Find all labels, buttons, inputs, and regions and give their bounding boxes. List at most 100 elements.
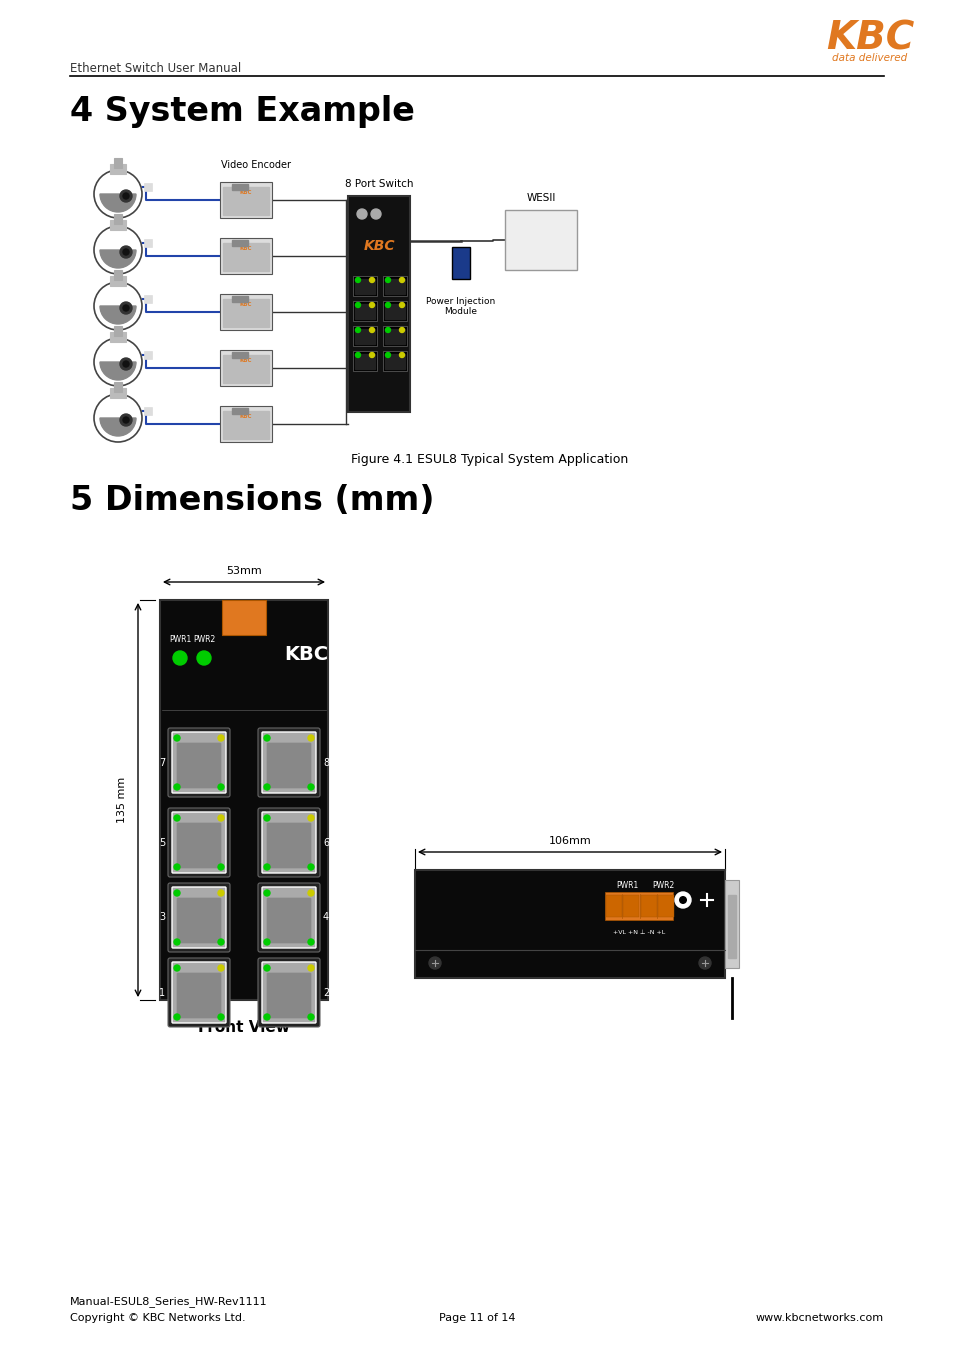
Bar xyxy=(110,332,126,342)
Circle shape xyxy=(94,394,142,441)
Circle shape xyxy=(120,190,132,202)
Circle shape xyxy=(173,1014,180,1021)
Wedge shape xyxy=(100,306,136,324)
Text: Front View: Front View xyxy=(198,1021,290,1035)
FancyBboxPatch shape xyxy=(267,898,311,944)
FancyBboxPatch shape xyxy=(267,973,311,1018)
Circle shape xyxy=(218,784,224,790)
FancyBboxPatch shape xyxy=(262,963,315,1023)
FancyBboxPatch shape xyxy=(172,811,226,873)
Circle shape xyxy=(120,302,132,315)
Bar xyxy=(144,351,152,359)
Bar xyxy=(504,211,577,270)
Text: KBC: KBC xyxy=(825,19,913,57)
Bar xyxy=(353,275,376,296)
Circle shape xyxy=(218,940,224,945)
Bar xyxy=(605,895,621,917)
Circle shape xyxy=(196,651,211,666)
Circle shape xyxy=(123,193,129,198)
FancyBboxPatch shape xyxy=(177,743,221,788)
Bar xyxy=(355,329,375,344)
Circle shape xyxy=(94,225,142,274)
Bar xyxy=(144,184,152,190)
FancyBboxPatch shape xyxy=(168,728,230,796)
Bar xyxy=(220,406,272,441)
Bar xyxy=(382,325,407,346)
Bar xyxy=(382,275,407,296)
Circle shape xyxy=(399,278,404,282)
Circle shape xyxy=(399,302,404,308)
Wedge shape xyxy=(100,194,136,212)
Circle shape xyxy=(218,734,224,741)
Circle shape xyxy=(173,734,180,741)
Circle shape xyxy=(173,784,180,790)
Bar xyxy=(223,188,269,215)
Circle shape xyxy=(675,892,690,909)
Bar xyxy=(232,184,248,190)
Text: Video Encoder: Video Encoder xyxy=(221,161,291,170)
Bar xyxy=(223,243,269,271)
Circle shape xyxy=(218,1014,224,1021)
Circle shape xyxy=(679,896,686,905)
Circle shape xyxy=(385,278,390,282)
Bar xyxy=(658,895,673,917)
Text: PWR2: PWR2 xyxy=(651,880,674,890)
Bar xyxy=(353,301,376,321)
Circle shape xyxy=(218,890,224,896)
Wedge shape xyxy=(100,250,136,269)
Circle shape xyxy=(173,965,180,971)
FancyBboxPatch shape xyxy=(257,809,319,878)
Bar xyxy=(232,240,248,246)
Circle shape xyxy=(94,170,142,217)
Text: 3: 3 xyxy=(159,913,165,922)
Circle shape xyxy=(699,957,710,969)
Text: 5 Dimensions (mm): 5 Dimensions (mm) xyxy=(70,483,434,517)
Text: 2: 2 xyxy=(322,987,329,998)
Text: Manual-ESUL8_Series_HW-Rev1111: Manual-ESUL8_Series_HW-Rev1111 xyxy=(70,1296,268,1307)
Text: 8: 8 xyxy=(323,757,329,768)
Circle shape xyxy=(173,890,180,896)
Bar xyxy=(222,599,266,634)
FancyBboxPatch shape xyxy=(177,973,221,1018)
Text: Power Injection: Power Injection xyxy=(426,297,496,305)
Bar xyxy=(220,182,272,217)
Bar xyxy=(415,869,724,977)
Text: KBC: KBC xyxy=(284,645,328,664)
Bar xyxy=(113,325,122,336)
Text: 4: 4 xyxy=(323,913,329,922)
Text: WESII: WESII xyxy=(526,193,555,202)
Circle shape xyxy=(173,940,180,945)
Circle shape xyxy=(120,414,132,427)
Text: PWR1: PWR1 xyxy=(616,880,638,890)
FancyBboxPatch shape xyxy=(262,732,315,792)
Text: 53mm: 53mm xyxy=(226,566,262,576)
FancyBboxPatch shape xyxy=(172,732,226,792)
Bar xyxy=(727,895,735,958)
Bar xyxy=(385,329,405,344)
Circle shape xyxy=(308,864,314,869)
Circle shape xyxy=(264,864,270,869)
Bar xyxy=(113,382,122,391)
Circle shape xyxy=(94,282,142,329)
Circle shape xyxy=(385,352,390,358)
FancyBboxPatch shape xyxy=(172,887,226,948)
Circle shape xyxy=(355,328,360,332)
Text: PWR1: PWR1 xyxy=(169,636,191,644)
Bar xyxy=(144,406,152,414)
Circle shape xyxy=(429,957,440,969)
Bar xyxy=(622,895,639,917)
Bar xyxy=(110,220,126,230)
Bar xyxy=(223,410,269,439)
Text: www.kbcnetworks.com: www.kbcnetworks.com xyxy=(755,1314,883,1323)
FancyBboxPatch shape xyxy=(262,811,315,873)
Text: KBC: KBC xyxy=(239,189,252,194)
Text: Ethernet Switch User Manual: Ethernet Switch User Manual xyxy=(70,62,241,74)
FancyBboxPatch shape xyxy=(267,743,311,788)
Text: 135 mm: 135 mm xyxy=(117,776,127,823)
Circle shape xyxy=(123,305,129,310)
Circle shape xyxy=(264,734,270,741)
Bar xyxy=(113,270,122,279)
Circle shape xyxy=(264,940,270,945)
Text: Page 11 of 14: Page 11 of 14 xyxy=(438,1314,515,1323)
Circle shape xyxy=(308,940,314,945)
